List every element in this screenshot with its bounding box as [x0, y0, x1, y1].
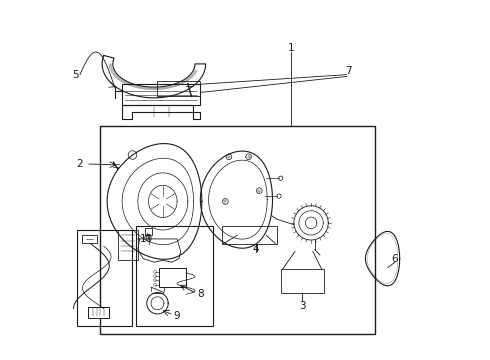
Bar: [281, 269, 323, 293]
Bar: [77, 230, 132, 327]
FancyBboxPatch shape: [122, 84, 200, 105]
Bar: [157, 81, 200, 96]
Bar: [100, 126, 375, 334]
Bar: [88, 307, 109, 318]
Text: 5: 5: [72, 69, 78, 80]
Text: 10: 10: [140, 234, 153, 244]
Text: 1: 1: [288, 43, 295, 53]
Bar: [222, 226, 277, 244]
Bar: [145, 228, 152, 235]
Text: 7: 7: [345, 66, 352, 76]
Text: 8: 8: [197, 289, 204, 299]
Text: 2: 2: [76, 159, 83, 169]
Bar: [136, 226, 213, 327]
Text: 3: 3: [299, 301, 305, 311]
Bar: [82, 235, 98, 243]
Text: 9: 9: [174, 311, 180, 321]
Bar: [159, 267, 186, 287]
Text: 6: 6: [392, 253, 398, 264]
Text: 4: 4: [252, 244, 259, 253]
Bar: [118, 230, 138, 260]
